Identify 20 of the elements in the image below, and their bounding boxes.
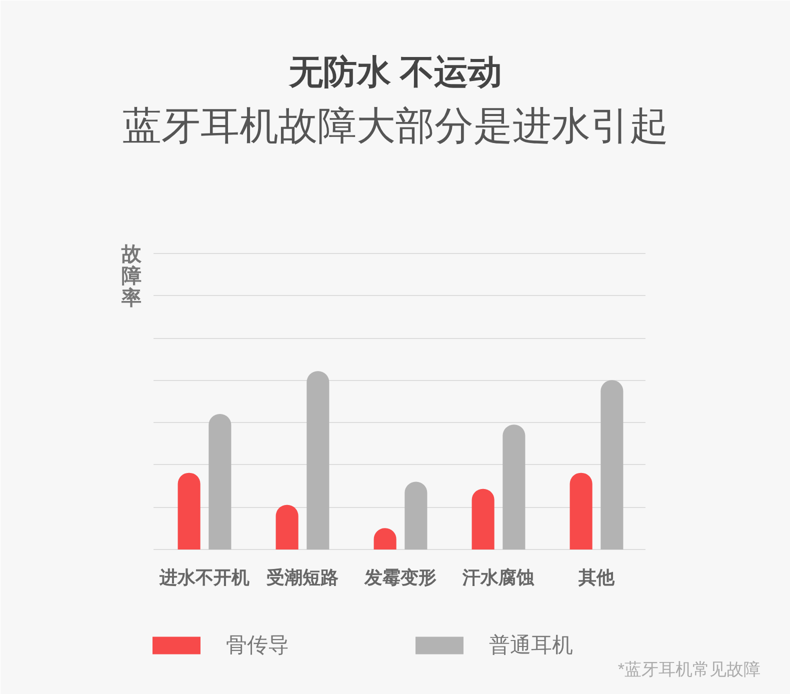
y-axis-title: 故障率 (120, 244, 142, 310)
bar (276, 504, 298, 550)
x-tick-label: 进水不开机 (158, 568, 250, 588)
bar (306, 371, 330, 550)
x-tick-label: 受潮短路 (266, 568, 338, 588)
legend-label: 普通耳机 (489, 632, 573, 659)
bar (208, 414, 232, 550)
legend-label: 骨传导 (226, 632, 289, 659)
x-tick-label: 发霉变形 (364, 568, 436, 588)
chart-title: 无防水 不运动 (288, 54, 502, 92)
chart-subtitle: 蓝牙耳机故障大部分是进水引起 (122, 105, 668, 148)
x-tick-label: 汗水腐蚀 (462, 568, 534, 588)
bar (472, 488, 494, 550)
bar (600, 380, 624, 550)
text: *蓝牙耳机常见故障 (618, 660, 761, 679)
bar (570, 472, 592, 550)
bar (502, 424, 526, 550)
x-tick-label: 其他 (578, 568, 616, 588)
bar (178, 472, 200, 550)
bar (404, 482, 428, 550)
